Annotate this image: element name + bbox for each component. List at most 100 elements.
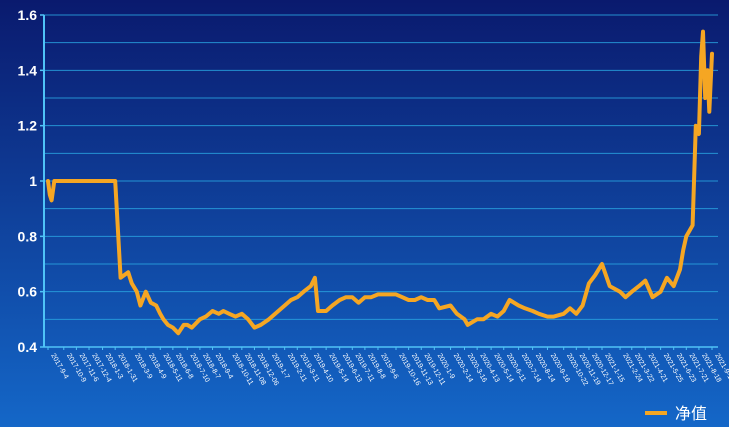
data-point xyxy=(455,312,459,315)
data-point xyxy=(127,271,130,274)
data-point xyxy=(624,296,627,299)
y-tick-labels: 0.4 0.6 0.8 1 1.2 1.4 1.6 xyxy=(18,7,38,355)
data-point xyxy=(101,179,104,183)
data-point xyxy=(594,273,597,277)
data-point xyxy=(234,315,237,318)
data-point xyxy=(531,309,534,313)
data-point xyxy=(710,52,714,55)
data-point xyxy=(552,315,555,318)
data-point xyxy=(48,193,52,197)
data-point xyxy=(87,179,91,183)
data-point xyxy=(537,312,541,315)
data-point xyxy=(433,298,436,302)
data-point xyxy=(338,298,341,302)
data-point xyxy=(222,309,225,313)
data-point xyxy=(50,199,53,202)
data-point xyxy=(159,312,162,315)
data-point xyxy=(600,262,604,266)
data-point xyxy=(177,331,180,335)
data-point xyxy=(672,284,675,288)
data-point xyxy=(171,326,175,329)
data-point xyxy=(186,323,189,327)
data-point xyxy=(62,179,65,183)
data-point xyxy=(394,293,398,296)
data-point xyxy=(383,293,386,296)
data-point xyxy=(240,312,244,315)
data-point xyxy=(283,304,286,307)
legend: 净值 xyxy=(645,404,707,423)
data-point xyxy=(376,293,380,296)
data-point xyxy=(630,290,633,293)
data-point xyxy=(523,307,527,310)
data-point xyxy=(665,276,669,280)
data-point xyxy=(420,296,423,299)
data-point xyxy=(706,69,709,72)
data-point xyxy=(449,304,452,307)
data-point xyxy=(651,296,654,299)
data-point xyxy=(644,279,647,282)
data-point xyxy=(496,315,499,318)
data-point xyxy=(688,229,691,232)
series-lines xyxy=(46,29,714,336)
data-point xyxy=(296,296,299,299)
data-point xyxy=(694,124,697,127)
y-tick-label: 0.8 xyxy=(18,228,38,244)
data-point xyxy=(562,312,565,315)
data-point xyxy=(259,323,262,327)
data-point xyxy=(407,298,410,302)
y-tick-label: 0.4 xyxy=(18,339,38,355)
data-point xyxy=(46,179,50,183)
data-point xyxy=(701,30,705,33)
data-point xyxy=(587,282,591,285)
data-point xyxy=(357,301,360,304)
data-point xyxy=(463,318,466,321)
data-point xyxy=(691,224,694,227)
data-point xyxy=(685,235,688,238)
data-point xyxy=(190,326,193,329)
data-point xyxy=(154,304,158,307)
data-point xyxy=(309,284,313,288)
data-point xyxy=(413,298,417,302)
data-point xyxy=(546,315,549,318)
data-point xyxy=(119,276,122,280)
grid-lines xyxy=(44,14,718,348)
data-point xyxy=(659,290,662,293)
data-point xyxy=(438,307,441,310)
data-point xyxy=(575,312,578,315)
data-point xyxy=(678,268,682,271)
data-point xyxy=(482,318,485,321)
y-tick-label: 1 xyxy=(29,173,37,189)
data-point xyxy=(331,304,334,307)
data-point xyxy=(144,290,148,293)
data-point xyxy=(370,296,373,299)
data-point xyxy=(162,318,165,321)
y-tick-label: 1.4 xyxy=(18,62,38,78)
data-point xyxy=(681,248,685,252)
y-tick-label: 0.6 xyxy=(18,284,38,300)
data-point xyxy=(608,284,611,288)
data-point xyxy=(618,290,622,293)
data-point xyxy=(211,309,214,313)
data-point xyxy=(149,301,152,304)
data-point xyxy=(708,110,711,114)
data-point xyxy=(401,296,404,299)
data-point xyxy=(637,284,641,288)
data-point xyxy=(273,312,277,315)
x-tick-labels: 2017-9-42017-10-92017-11-62017-12-42018-… xyxy=(49,353,729,388)
data-point xyxy=(704,96,707,100)
legend-label: 净值 xyxy=(675,404,707,423)
data-point xyxy=(53,179,56,183)
data-point xyxy=(363,296,367,299)
data-point xyxy=(139,304,142,307)
data-point xyxy=(228,312,231,315)
data-point xyxy=(466,323,469,327)
data-point xyxy=(267,318,271,321)
data-point xyxy=(517,304,520,307)
data-point xyxy=(302,290,305,293)
data-point xyxy=(166,323,170,327)
data-point xyxy=(253,326,256,329)
data-point xyxy=(204,315,207,318)
